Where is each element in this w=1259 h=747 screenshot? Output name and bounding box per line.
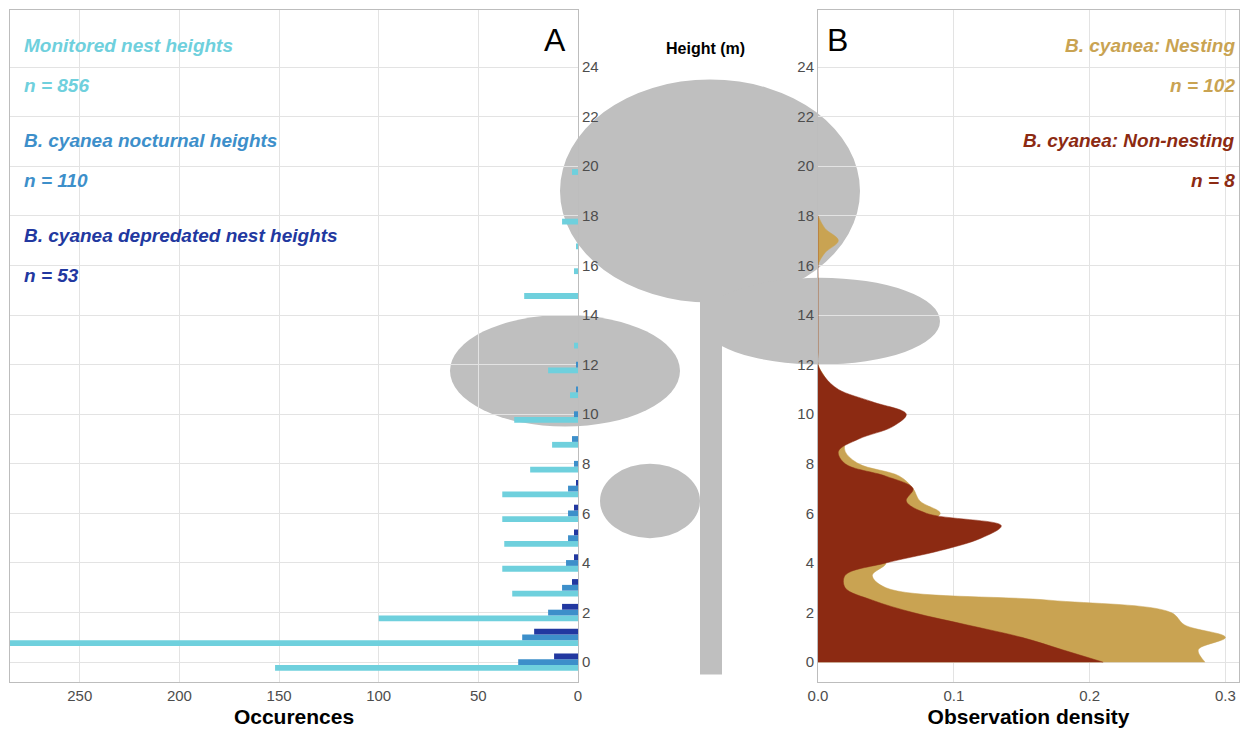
svg-text:14: 14 <box>797 306 814 323</box>
svg-text:250: 250 <box>67 687 92 704</box>
svg-text:10: 10 <box>582 405 599 422</box>
svg-text:50: 50 <box>470 687 487 704</box>
svg-text:B. cyanea: Nesting: B. cyanea: Nesting <box>1065 35 1235 56</box>
svg-text:B. cyanea depredated nest heig: B. cyanea depredated nest heights <box>24 225 338 246</box>
svg-text:0.2: 0.2 <box>1079 687 1100 704</box>
svg-text:A: A <box>544 22 566 58</box>
svg-text:18: 18 <box>797 207 814 224</box>
svg-text:0: 0 <box>806 653 814 670</box>
svg-text:B: B <box>827 22 848 58</box>
svg-text:Height (m): Height (m) <box>666 40 745 57</box>
svg-text:8: 8 <box>582 455 590 472</box>
svg-text:0: 0 <box>574 687 582 704</box>
svg-text:10: 10 <box>797 405 814 422</box>
svg-text:B. cyanea nocturnal heights: B. cyanea nocturnal heights <box>24 130 277 151</box>
svg-text:B. cyanea: Non-nesting: B. cyanea: Non-nesting <box>1023 130 1235 151</box>
svg-text:6: 6 <box>582 505 590 522</box>
svg-text:12: 12 <box>582 356 599 373</box>
svg-text:6: 6 <box>806 505 814 522</box>
svg-text:2: 2 <box>582 604 590 621</box>
svg-text:n = 102: n = 102 <box>1170 75 1235 96</box>
svg-text:0.0: 0.0 <box>808 687 829 704</box>
svg-text:4: 4 <box>582 554 590 571</box>
svg-text:20: 20 <box>582 157 599 174</box>
svg-text:20: 20 <box>797 157 814 174</box>
svg-text:0.3: 0.3 <box>1215 687 1236 704</box>
svg-text:24: 24 <box>797 58 814 75</box>
svg-text:8: 8 <box>806 455 814 472</box>
svg-text:22: 22 <box>797 108 814 125</box>
svg-text:n = 856: n = 856 <box>24 75 89 96</box>
svg-text:18: 18 <box>582 207 599 224</box>
svg-text:16: 16 <box>797 257 814 274</box>
svg-text:n = 53: n = 53 <box>24 265 79 286</box>
svg-text:4: 4 <box>806 554 814 571</box>
svg-text:n = 8: n = 8 <box>1191 170 1235 191</box>
svg-text:14: 14 <box>582 306 599 323</box>
svg-text:n = 110: n = 110 <box>24 170 88 191</box>
svg-text:150: 150 <box>267 687 292 704</box>
svg-text:200: 200 <box>167 687 192 704</box>
svg-text:24: 24 <box>582 58 599 75</box>
svg-text:22: 22 <box>582 108 599 125</box>
svg-text:16: 16 <box>582 257 599 274</box>
svg-text:100: 100 <box>366 687 391 704</box>
svg-text:Occurences: Occurences <box>234 705 354 728</box>
svg-text:Observation density: Observation density <box>928 705 1130 728</box>
svg-text:0: 0 <box>582 653 590 670</box>
svg-text:12: 12 <box>797 356 814 373</box>
svg-text:Monitored nest heights: Monitored nest heights <box>24 35 233 56</box>
svg-text:2: 2 <box>806 604 814 621</box>
svg-text:0.1: 0.1 <box>943 687 964 704</box>
